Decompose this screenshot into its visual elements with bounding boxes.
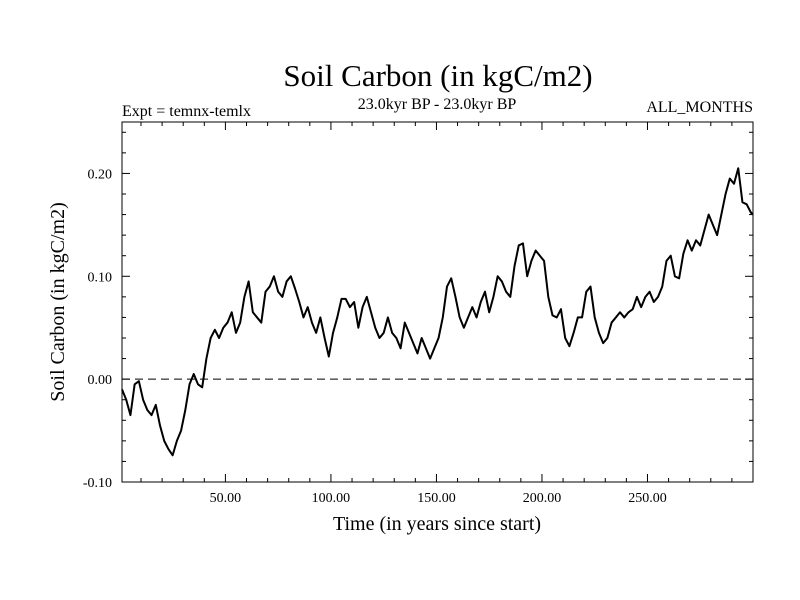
chart-subtitle-center: 23.0kyr BP - 23.0kyr BP — [358, 96, 517, 113]
x-tick-label: 50.00 — [210, 491, 242, 506]
x-axis-label: Time (in years since start) — [333, 513, 541, 535]
plot-frame — [121, 121, 754, 483]
x-tick-label: 200.00 — [523, 491, 562, 506]
chart-title: Soil Carbon (in kgC/m2) — [283, 58, 592, 93]
plot-area: 50.00 100.00 150.00 200.00 250.00 -0.10 0.00 0.… — [83, 121, 754, 506]
y-tick-label: -0.10 — [83, 476, 112, 491]
x-tick-label: 250.00 — [628, 491, 667, 506]
x-tick-label: 100.00 — [312, 491, 351, 506]
y-tick-label: 0.20 — [88, 167, 113, 182]
chart-subtitle-left: Expt = temnx-temlx — [122, 103, 251, 120]
chart-subtitle-right: ALL_MONTHS — [646, 99, 753, 116]
y-tick-label: 0.00 — [88, 373, 113, 388]
y-tick-label: 0.10 — [88, 270, 113, 285]
y-axis-label: Soil Carbon (in kgC/m2) — [47, 202, 69, 401]
x-tick-label: 150.00 — [417, 491, 456, 506]
series-line-soil-carbon — [121, 167, 754, 457]
